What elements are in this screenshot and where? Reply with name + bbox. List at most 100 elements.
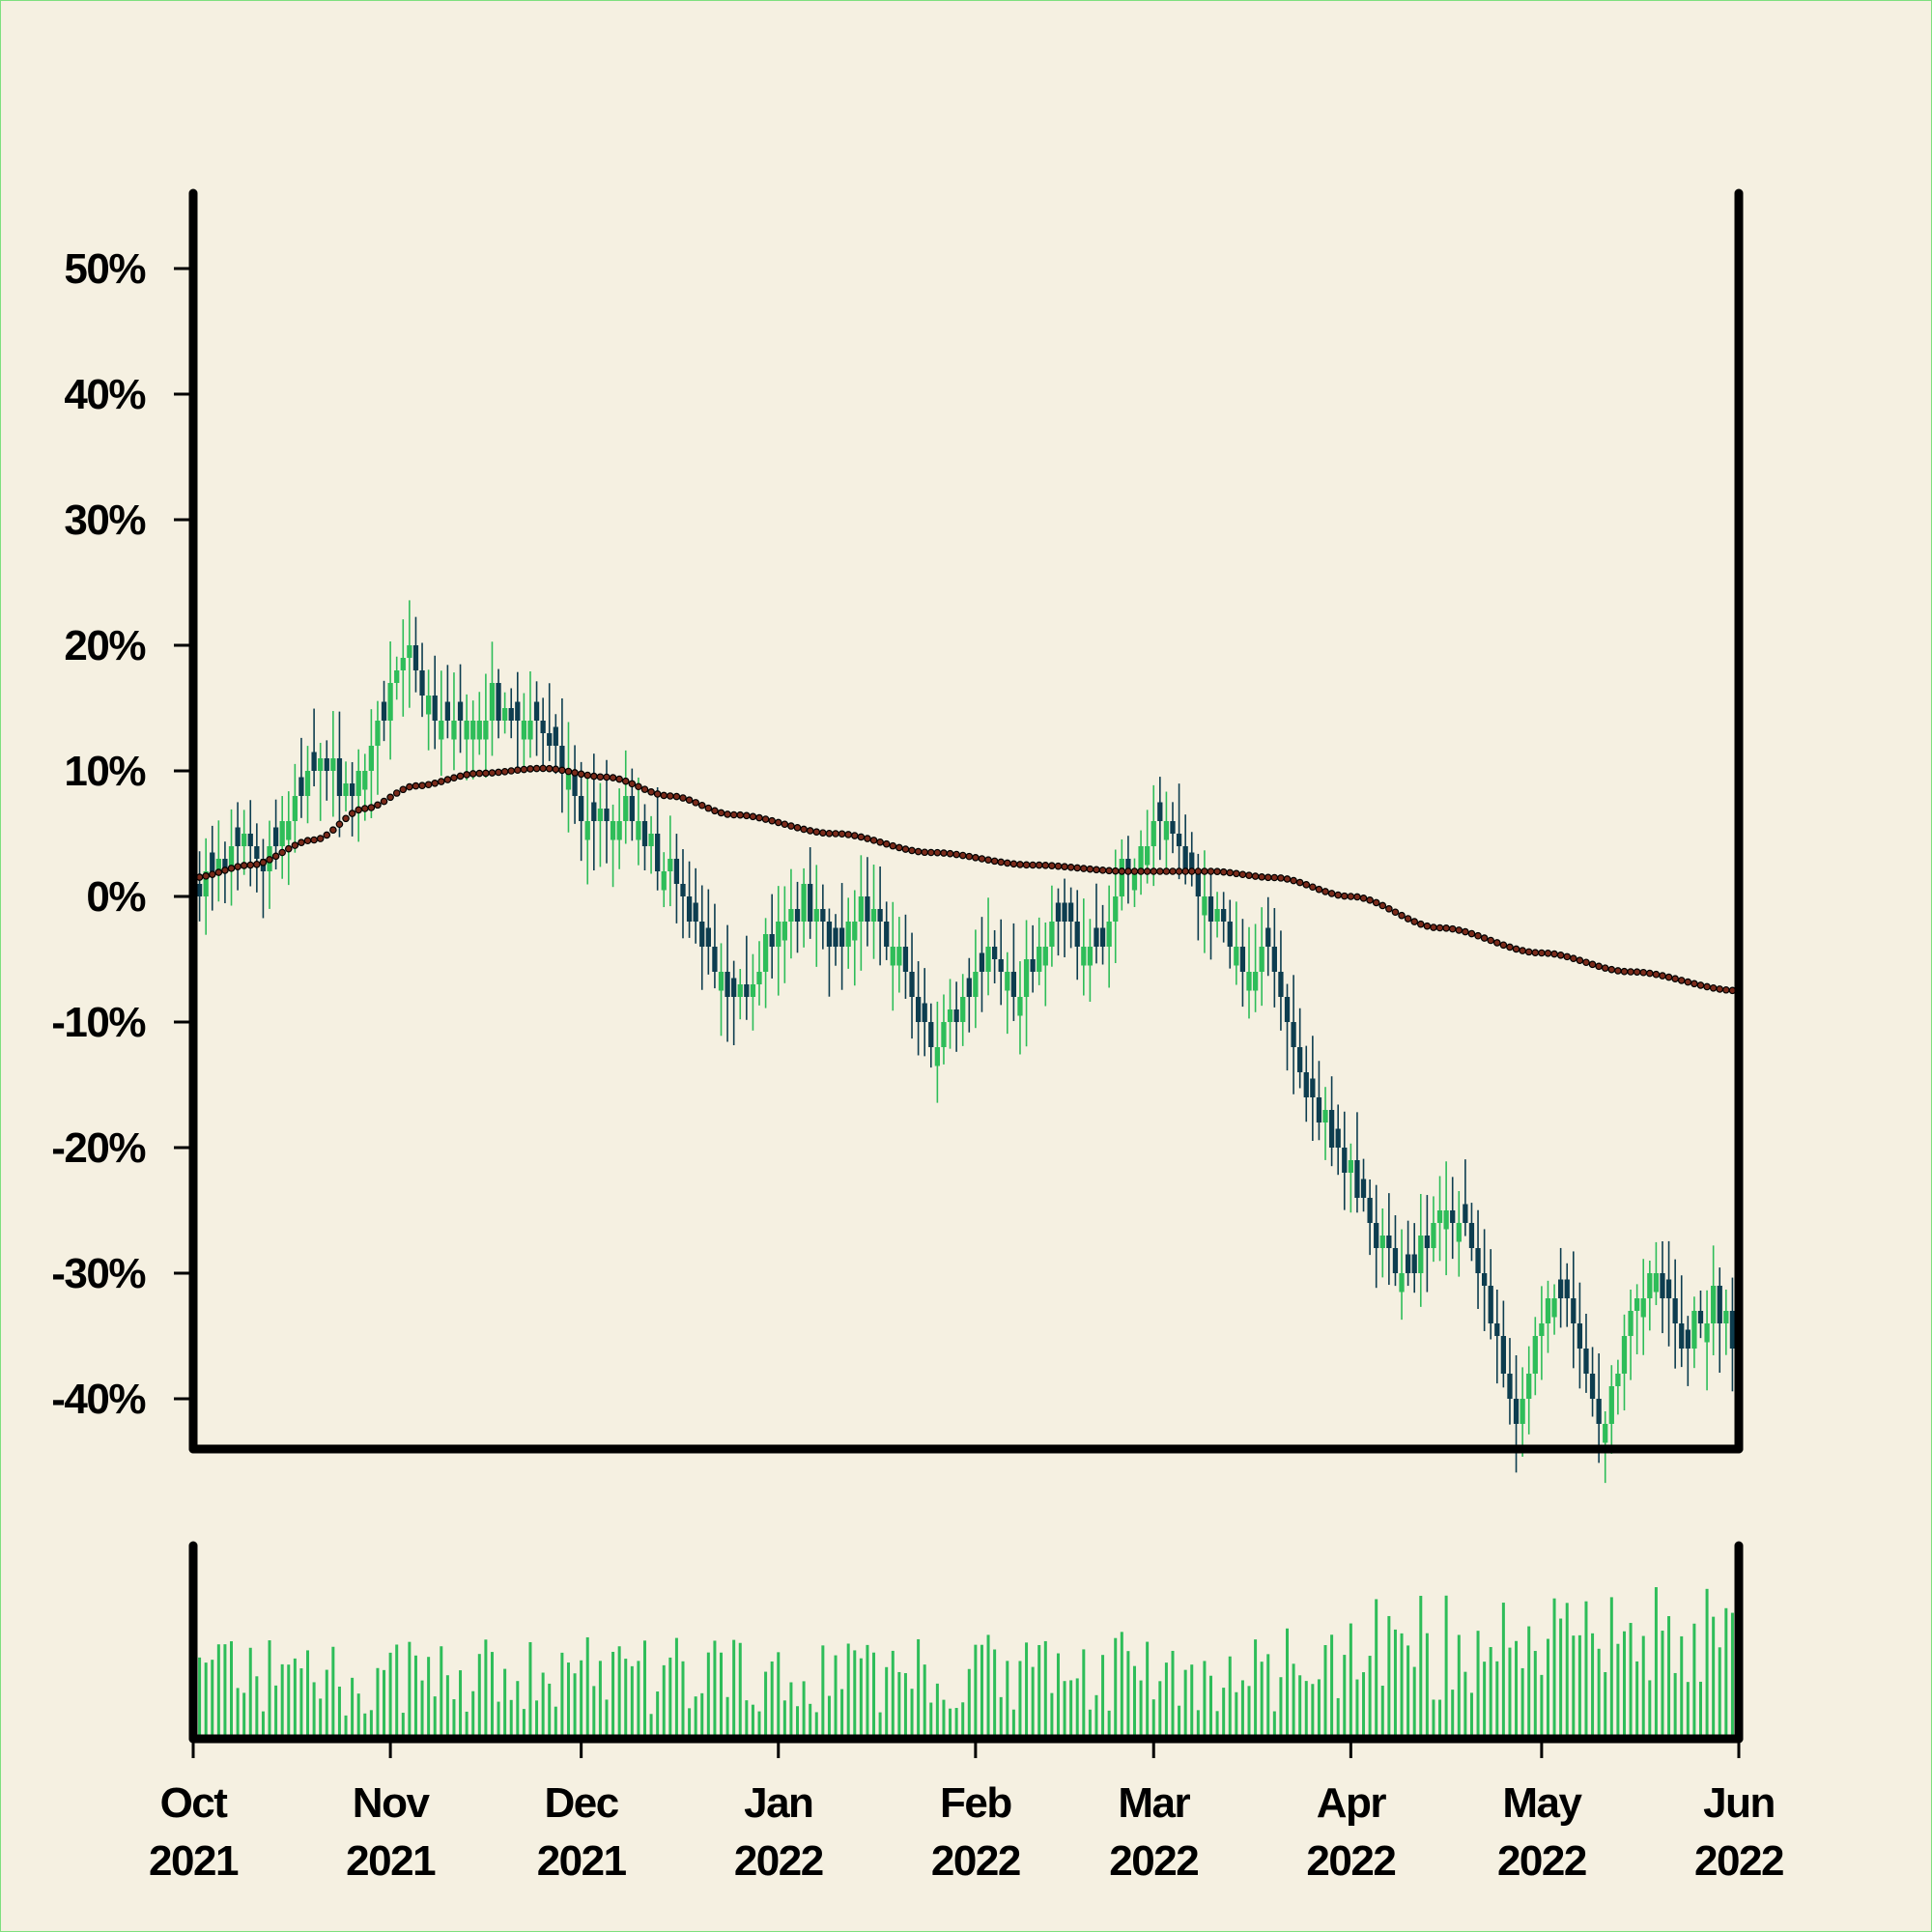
candle-body bbox=[673, 859, 680, 884]
moving-average-point bbox=[793, 824, 802, 832]
volume-bar bbox=[452, 1699, 456, 1739]
candle-body bbox=[1145, 846, 1151, 866]
volume-bar bbox=[1260, 1662, 1264, 1739]
moving-average-point bbox=[284, 844, 293, 853]
volume-bar bbox=[465, 1711, 469, 1739]
volume-bar bbox=[516, 1681, 520, 1739]
volume-bar bbox=[1698, 1681, 1702, 1739]
volume-bar bbox=[1501, 1603, 1505, 1739]
moving-average-point bbox=[1588, 960, 1597, 969]
moving-average-point bbox=[1226, 868, 1235, 877]
candle-body bbox=[865, 896, 870, 922]
volume-bar bbox=[821, 1645, 825, 1739]
candle-body bbox=[737, 984, 743, 997]
moving-average-point bbox=[450, 774, 458, 781]
moving-average-point bbox=[1073, 864, 1082, 872]
volume-bar bbox=[1063, 1681, 1066, 1739]
volume-bar bbox=[383, 1669, 386, 1739]
moving-average-point bbox=[1563, 952, 1572, 961]
moving-average-point bbox=[1614, 967, 1622, 975]
candle-body bbox=[1436, 1210, 1443, 1223]
moving-average-point bbox=[838, 830, 846, 838]
moving-average-point bbox=[234, 863, 242, 870]
volume-bar bbox=[560, 1652, 564, 1739]
volume-bar bbox=[306, 1650, 310, 1739]
candle-body bbox=[1214, 909, 1220, 922]
moving-average-point bbox=[1194, 867, 1203, 875]
candle-body bbox=[1405, 1254, 1411, 1273]
candle-body bbox=[222, 859, 228, 871]
moving-average-point bbox=[1130, 867, 1139, 875]
moving-average-point bbox=[488, 769, 497, 777]
candle-body bbox=[1589, 1374, 1596, 1399]
moving-average-point bbox=[1353, 893, 1361, 901]
volume-bar bbox=[949, 1708, 952, 1739]
candle-body bbox=[1182, 846, 1188, 871]
volume-bar bbox=[1286, 1628, 1290, 1739]
moving-average-point bbox=[526, 765, 534, 773]
moving-average-point bbox=[743, 811, 751, 820]
volume-bar bbox=[293, 1658, 297, 1739]
volume-bar bbox=[1343, 1655, 1347, 1739]
moving-average-point bbox=[1137, 867, 1145, 875]
moving-average-point bbox=[1442, 923, 1450, 932]
moving-average-point bbox=[437, 778, 445, 785]
x-tick-month: Nov bbox=[353, 1779, 431, 1827]
volume-bar bbox=[369, 1710, 373, 1739]
x-tick-month: Jun bbox=[1703, 1779, 1775, 1827]
volume-bar bbox=[929, 1702, 933, 1739]
candle-body bbox=[979, 952, 985, 972]
volume-bar bbox=[611, 1651, 615, 1739]
volume-bar bbox=[777, 1652, 781, 1739]
volume-bar bbox=[662, 1664, 666, 1739]
moving-average-point bbox=[1677, 977, 1686, 984]
volume-bar bbox=[1629, 1623, 1633, 1739]
volume-bar bbox=[280, 1663, 284, 1739]
moving-average-point bbox=[539, 764, 547, 773]
candle-body bbox=[1010, 972, 1017, 997]
volume-bar bbox=[1724, 1607, 1728, 1739]
x-tick-year: 2022 bbox=[1694, 1837, 1783, 1885]
candle-body bbox=[998, 959, 1004, 972]
candle-body bbox=[1094, 927, 1099, 947]
moving-average-point bbox=[392, 789, 401, 797]
moving-average-point bbox=[1309, 883, 1317, 892]
candle-body bbox=[884, 922, 890, 947]
volume-bar bbox=[1476, 1631, 1480, 1739]
moving-average-point bbox=[571, 769, 579, 777]
moving-average-point bbox=[1684, 978, 1692, 986]
moving-average-point bbox=[1290, 876, 1297, 885]
candle-body bbox=[1227, 922, 1233, 947]
candle-body bbox=[890, 947, 895, 966]
volume-bar bbox=[580, 1660, 583, 1739]
candle-body bbox=[953, 1009, 959, 1022]
candle-body bbox=[826, 922, 833, 947]
candle-body bbox=[960, 997, 966, 1022]
volume-bar bbox=[337, 1686, 341, 1739]
moving-average-point bbox=[736, 810, 745, 819]
candle-body bbox=[1660, 1273, 1665, 1298]
volume-bar bbox=[789, 1682, 793, 1739]
volume-bar bbox=[1591, 1633, 1595, 1739]
candle-body bbox=[1665, 1279, 1672, 1298]
volume-bar bbox=[1075, 1678, 1079, 1739]
moving-average-point bbox=[1595, 962, 1603, 971]
y-tick-label: 20% bbox=[64, 622, 145, 669]
volume-bar bbox=[1520, 1667, 1524, 1739]
moving-average-point bbox=[240, 862, 248, 869]
candle-body bbox=[1316, 1097, 1322, 1122]
volume-bar bbox=[1178, 1705, 1181, 1739]
moving-average-point bbox=[374, 801, 382, 810]
volume-bar bbox=[1489, 1647, 1492, 1739]
candle-body bbox=[1297, 1047, 1303, 1072]
volume-bar bbox=[198, 1657, 202, 1739]
moving-average-point bbox=[1639, 968, 1648, 977]
moving-average-point bbox=[1544, 949, 1552, 957]
candle-body bbox=[196, 884, 203, 896]
moving-average-point bbox=[832, 830, 839, 838]
volume-bar bbox=[1705, 1588, 1709, 1739]
candle-body bbox=[1443, 1210, 1449, 1230]
moving-average-point bbox=[667, 792, 674, 800]
volume-bar bbox=[694, 1696, 697, 1739]
volume-bar bbox=[1565, 1603, 1569, 1739]
